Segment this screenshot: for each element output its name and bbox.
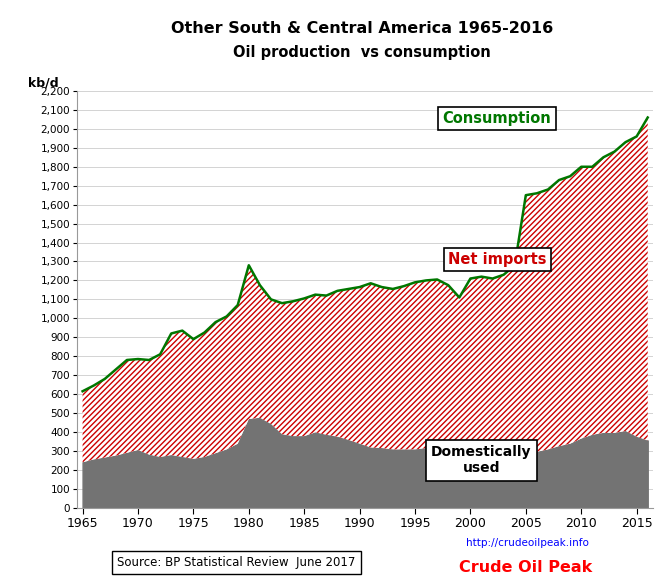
Text: Source: BP Statistical Review  June 2017: Source: BP Statistical Review June 2017 <box>117 556 356 569</box>
Text: Domestically
used: Domestically used <box>431 446 532 475</box>
Text: Oil production  vs consumption: Oil production vs consumption <box>233 45 490 60</box>
Text: Consumption: Consumption <box>443 111 551 126</box>
Text: Crude Oil Peak: Crude Oil Peak <box>459 560 592 575</box>
Text: kb/d: kb/d <box>28 76 59 89</box>
Text: Other South & Central America 1965-2016: Other South & Central America 1965-2016 <box>171 21 553 36</box>
Text: Net imports: Net imports <box>448 252 547 267</box>
Text: http://crudeoilpeak.info: http://crudeoilpeak.info <box>466 538 588 548</box>
